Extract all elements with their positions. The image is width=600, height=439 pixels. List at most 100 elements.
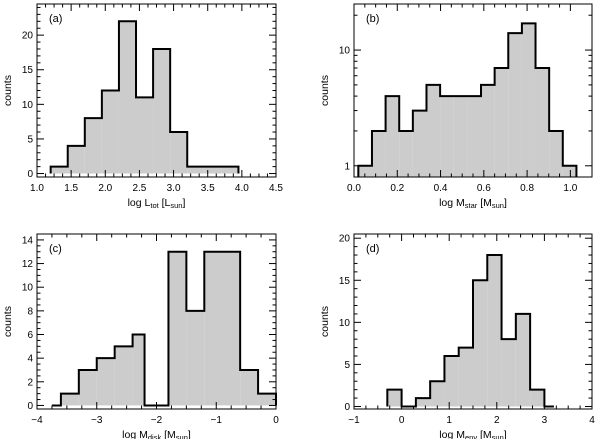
x-tick-label: −4: [31, 415, 43, 426]
y-axis-label: counts: [319, 306, 331, 337]
histogram-bar: [453, 96, 468, 177]
histogram-bar: [221, 166, 239, 174]
panel-label: (d): [366, 243, 379, 255]
histogram-bar: [96, 358, 115, 406]
y-axis-label: counts: [319, 75, 331, 106]
y-tick-label: 14: [22, 235, 34, 246]
panel-c: −4 −3 −2 −1 0 0 2 4 6 8 10 12 14 (c) counts log Mdisk […: [2, 233, 279, 439]
x-tick-label: 4.0: [235, 183, 249, 194]
y-tick-label: 6: [27, 330, 33, 341]
x-axis-label: log Mstar [Msun]: [439, 197, 507, 210]
y-tick-label: 15: [339, 276, 351, 287]
histogram-bar: [501, 339, 516, 407]
y-tick-label: 10: [22, 100, 34, 111]
x-axis-label: log Menv [Msun]: [439, 429, 506, 439]
histogram-bar: [481, 84, 495, 177]
histogram-bar: [562, 165, 577, 177]
histogram-bar: [101, 90, 119, 174]
y-tick-label: 20: [339, 234, 351, 245]
x-tick-label: 0: [273, 415, 279, 426]
y-tick-label: 0: [344, 402, 350, 413]
x-tick-label: 1.0: [30, 183, 44, 194]
panel-b: 0.0 0.2 0.4 0.6 0.8 1.0 1 10 (b) counts log Mstar …: [319, 3, 593, 210]
y-tick-label: 5: [27, 134, 33, 145]
x-tick-label: 1.0: [563, 183, 577, 194]
x-tick-label: 0.6: [477, 183, 491, 194]
histogram-bar: [515, 313, 531, 407]
y-tick-label: 1: [344, 161, 350, 172]
x-tick-label: −1: [211, 415, 223, 426]
histogram-bar: [458, 347, 473, 407]
y-tick-label: 10: [339, 46, 351, 57]
histogram-outline: [51, 250, 277, 407]
histogram-bar: [444, 355, 459, 407]
y-tick-label: 4: [27, 354, 33, 365]
x-tick-label: 1.5: [64, 183, 78, 194]
histogram-bar: [153, 48, 171, 174]
histogram-bar: [204, 251, 241, 406]
histogram-bar: [530, 389, 545, 407]
histogram-bar: [258, 393, 276, 406]
x-tick-label: −3: [91, 415, 103, 426]
y-tick-label: 12: [22, 259, 34, 270]
histogram-bar: [535, 67, 550, 177]
histogram-bar: [412, 110, 427, 177]
y-tick-label: 5: [344, 360, 350, 371]
y-tick-label: 0: [27, 169, 33, 180]
x-tick-label: −1: [348, 415, 360, 426]
histogram-bar: [78, 369, 97, 406]
y-tick-label: 8: [27, 306, 33, 317]
panel-label: (b): [366, 13, 379, 25]
histogram-outline: [49, 20, 240, 174]
histogram-bar: [473, 280, 488, 407]
y-tick-label: 2: [27, 377, 33, 388]
y-axis-label: counts: [2, 75, 14, 106]
histogram-bar: [385, 96, 400, 177]
histogram-bar: [508, 33, 522, 178]
histogram-bar: [170, 132, 188, 174]
histogram-bar: [549, 130, 563, 177]
histogram-bar: [50, 166, 68, 174]
histogram-bar: [371, 130, 386, 177]
histogram-bar: [494, 67, 509, 177]
histogram-bar: [136, 97, 154, 174]
x-tick-label: 2.0: [98, 183, 112, 194]
x-tick-label: 1: [446, 415, 452, 426]
panel-label: (c): [49, 243, 62, 255]
histogram-bar: [168, 251, 187, 406]
histogram-outline: [357, 22, 578, 177]
x-tick-label: 0.8: [520, 183, 534, 194]
histogram-bar: [118, 21, 137, 174]
histogram-bar: [60, 393, 79, 406]
x-tick-label: −2: [151, 415, 163, 426]
x-tick-label: 3.5: [201, 183, 215, 194]
y-tick-label: 0: [27, 401, 33, 412]
y-tick-label: 20: [22, 31, 34, 42]
histogram-bar: [358, 165, 372, 177]
x-tick-label: 2.5: [132, 183, 146, 194]
y-tick-label: 15: [22, 65, 34, 76]
y-tick-label: 10: [22, 283, 34, 294]
x-tick-label: 2: [494, 415, 500, 426]
histogram-bar: [440, 96, 454, 177]
histogram-bar: [204, 166, 222, 174]
histogram-bar: [399, 130, 413, 177]
y-axis-label: counts: [2, 306, 14, 337]
x-axis-label: log Ltot [Lsun]: [128, 197, 186, 210]
x-axis-label: log Mdisk [Msun]: [122, 429, 191, 439]
histogram-bar: [67, 145, 85, 174]
x-tick-label: 0.0: [347, 183, 361, 194]
x-tick-label: 4: [589, 415, 595, 426]
histogram-bar: [187, 166, 205, 174]
x-tick-label: 0.4: [434, 183, 448, 194]
panel-a: 1.0 1.5 2.0 2.5 3.0 3.5 4.0 4.5 0 5 10 15 20 (a) count…: [2, 3, 283, 210]
histogram-bar: [487, 255, 502, 407]
x-tick-label: 3: [542, 415, 548, 426]
histogram-bar: [114, 346, 133, 406]
histogram-bar: [186, 310, 205, 406]
x-tick-label: 0.2: [390, 183, 404, 194]
histogram-bar: [84, 118, 102, 174]
x-tick-label: 4.5: [269, 183, 283, 194]
y-tick-label: 10: [339, 318, 351, 329]
